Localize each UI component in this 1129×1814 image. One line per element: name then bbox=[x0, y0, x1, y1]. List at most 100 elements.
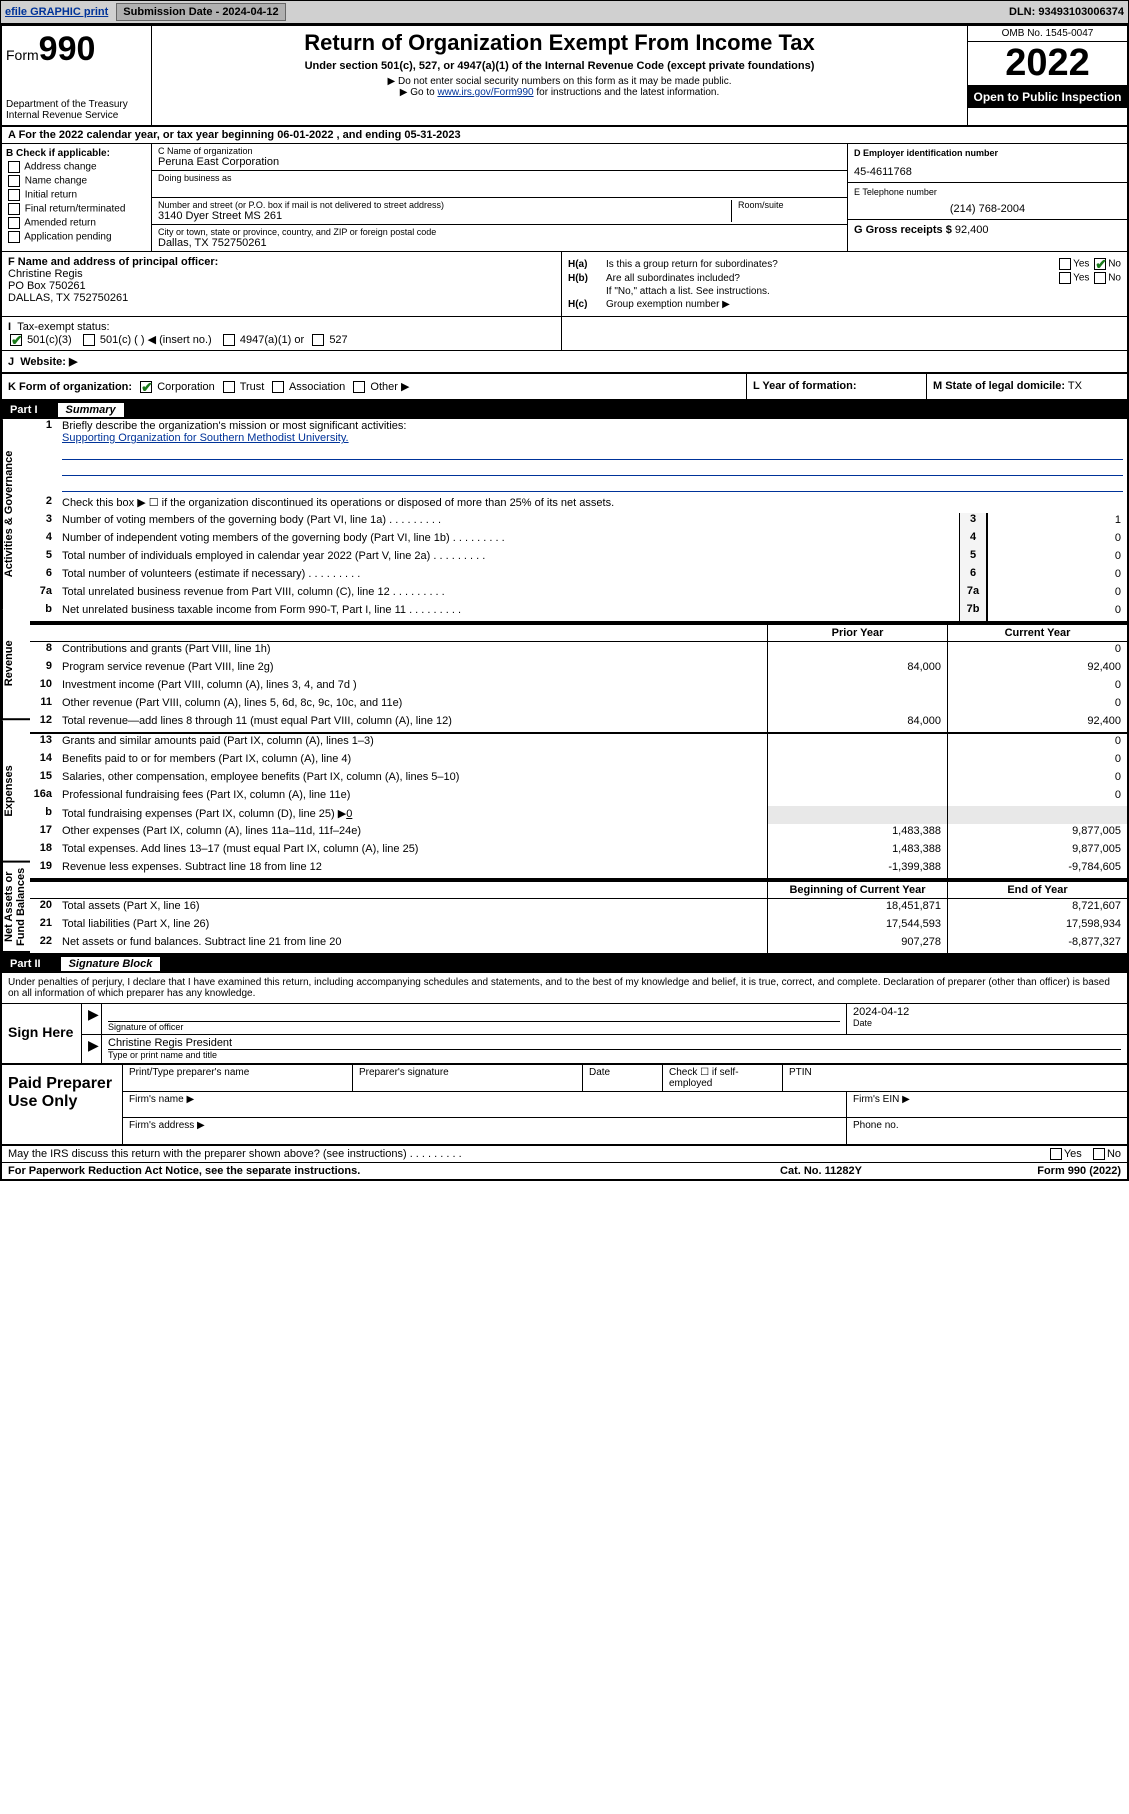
part1-num: Part I bbox=[10, 404, 38, 416]
chk-lbl-2: Name change bbox=[25, 176, 87, 187]
open-inspection: Open to Public Inspection bbox=[968, 86, 1127, 108]
l-lbl: L Year of formation: bbox=[753, 380, 857, 392]
l4-amt: 0 bbox=[987, 531, 1127, 549]
l18-text: Total expenses. Add lines 13–17 (must eq… bbox=[58, 842, 767, 860]
paid-preparer-block: Paid Preparer Use Only Print/Type prepar… bbox=[2, 1065, 1127, 1146]
prep-right: Print/Type preparer's name Preparer's si… bbox=[122, 1065, 1127, 1144]
hb-no[interactable] bbox=[1094, 272, 1106, 284]
l15c: 0 bbox=[947, 770, 1127, 788]
yes3: Yes bbox=[1064, 1148, 1082, 1160]
l3-text: Number of voting members of the governin… bbox=[58, 513, 959, 531]
discuss-yn: Yes No bbox=[1048, 1148, 1121, 1160]
ha-yes[interactable] bbox=[1059, 258, 1071, 270]
line-20: 20Total assets (Part X, line 16)18,451,8… bbox=[30, 899, 1127, 917]
efile-link[interactable]: efile GRAPHIC print bbox=[5, 6, 108, 18]
prep-h3: Date bbox=[583, 1065, 663, 1091]
ha-no[interactable] bbox=[1094, 258, 1106, 270]
sect-revenue: 8Contributions and grants (Part VIII, li… bbox=[30, 642, 1127, 734]
l9-text: Program service revenue (Part VIII, line… bbox=[58, 660, 767, 678]
sig-row-1: ▶ Signature of officer 2024-04-12 Date bbox=[82, 1004, 1127, 1035]
l16ap bbox=[767, 788, 947, 806]
chk-corp[interactable] bbox=[140, 381, 152, 393]
l17c: 9,877,005 bbox=[947, 824, 1127, 842]
l12-text: Total revenue—add lines 8 through 11 (mu… bbox=[58, 714, 767, 732]
chk-address-change[interactable]: Address change bbox=[6, 161, 147, 173]
prep-row-3: Firm's address ▶ Phone no. bbox=[123, 1118, 1127, 1144]
form-number: Form990 bbox=[6, 30, 147, 69]
summary-body: Activities & Governance Revenue Expenses… bbox=[2, 419, 1127, 955]
chk-assoc[interactable] bbox=[272, 381, 284, 393]
chk-527[interactable] bbox=[312, 334, 324, 346]
form-ref: Form 990 (2022) bbox=[921, 1165, 1121, 1177]
chk-trust[interactable] bbox=[223, 381, 235, 393]
chk-501c3[interactable] bbox=[10, 334, 22, 346]
l14c: 0 bbox=[947, 752, 1127, 770]
chk-initial-return[interactable]: Initial return bbox=[6, 189, 147, 201]
firm-ein-lbl: Firm's EIN ▶ bbox=[847, 1092, 1127, 1117]
l7a-text: Total unrelated business revenue from Pa… bbox=[58, 585, 959, 603]
tax-year: 2022 bbox=[968, 42, 1127, 86]
sect-netassets: 20Total assets (Part X, line 16)18,451,8… bbox=[30, 899, 1127, 953]
hb-text: Are all subordinates included? bbox=[606, 273, 740, 284]
l12p: 84,000 bbox=[767, 714, 947, 732]
officer-addr1: PO Box 750261 bbox=[8, 280, 555, 292]
netassets-header: Beginning of Current Year End of Year bbox=[30, 880, 1127, 899]
chk-other[interactable] bbox=[353, 381, 365, 393]
prep-h2: Preparer's signature bbox=[353, 1065, 583, 1091]
chk-lbl-3: Initial return bbox=[25, 190, 77, 201]
chk-final-return[interactable]: Final return/terminated bbox=[6, 203, 147, 215]
phone-value: (214) 768-2004 bbox=[854, 203, 1121, 215]
h-c-row: H(c) Group exemption number ▶ bbox=[568, 299, 1121, 310]
chk-name-change[interactable]: Name change bbox=[6, 175, 147, 187]
discuss-yes[interactable] bbox=[1050, 1148, 1062, 1160]
l17p: 1,483,388 bbox=[767, 824, 947, 842]
chk-4947[interactable] bbox=[223, 334, 235, 346]
block-bcde: B Check if applicable: Address change Na… bbox=[2, 144, 1127, 252]
hb-note-row: If "No," attach a list. See instructions… bbox=[568, 286, 1121, 297]
line-21: 21Total liabilities (Part X, line 26)17,… bbox=[30, 917, 1127, 935]
summary-main: 1 Briefly describe the organization's mi… bbox=[30, 419, 1127, 953]
hdr-end: End of Year bbox=[947, 882, 1127, 898]
l11c: 0 bbox=[947, 696, 1127, 714]
no-lbl2: No bbox=[1108, 273, 1121, 284]
l13c: 0 bbox=[947, 734, 1127, 752]
chk-501c[interactable] bbox=[83, 334, 95, 346]
line-7a: 7aTotal unrelated business revenue from … bbox=[30, 585, 1127, 603]
d-lbl: D Employer identification number bbox=[854, 148, 1121, 158]
col-h: H(a) Is this a group return for subordin… bbox=[562, 252, 1127, 316]
line-1: 1 Briefly describe the organization's mi… bbox=[30, 419, 1127, 495]
chk-amended[interactable]: Amended return bbox=[6, 217, 147, 229]
prep-row-2: Firm's name ▶ Firm's EIN ▶ bbox=[123, 1092, 1127, 1118]
mission-link[interactable]: Supporting Organization for Southern Met… bbox=[62, 432, 349, 444]
l16b-gray2 bbox=[947, 806, 1127, 824]
part2-header: Part II Signature Block bbox=[2, 955, 1127, 973]
form-990: 990 bbox=[39, 30, 96, 68]
l13-text: Grants and similar amounts paid (Part IX… bbox=[58, 734, 767, 752]
irs-link[interactable]: www.irs.gov/Form990 bbox=[437, 87, 533, 98]
line-2: 2Check this box ▶ ☐ if the organization … bbox=[30, 495, 1127, 513]
l10c: 0 bbox=[947, 678, 1127, 696]
part1-title: Summary bbox=[58, 403, 124, 417]
hdr-prior: Prior Year bbox=[767, 625, 947, 641]
line-16b: bTotal fundraising expenses (Part IX, co… bbox=[30, 806, 1127, 824]
dln: DLN: 93493103006374 bbox=[1009, 6, 1124, 18]
l14-text: Benefits paid to or for members (Part IX… bbox=[58, 752, 767, 770]
discuss-no[interactable] bbox=[1093, 1148, 1105, 1160]
c-name-lbl: C Name of organization bbox=[158, 146, 841, 156]
i-o1: 501(c)(3) bbox=[27, 334, 72, 346]
chk-application-pending[interactable]: Application pending bbox=[6, 231, 147, 243]
prep-row-1: Print/Type preparer's name Preparer's si… bbox=[123, 1065, 1127, 1092]
mission-line-2 bbox=[62, 462, 1123, 476]
row-i: I Tax-exempt status: 501(c)(3) 501(c) ( … bbox=[2, 317, 1127, 351]
side-revenue: Revenue bbox=[2, 609, 30, 720]
footer-discuss: May the IRS discuss this return with the… bbox=[2, 1146, 1127, 1163]
sig-date-val: 2024-04-12 bbox=[853, 1006, 1121, 1018]
sig-officer-lbl: Signature of officer bbox=[108, 1022, 840, 1032]
form-title: Return of Organization Exempt From Incom… bbox=[160, 30, 959, 56]
revenue-header: Prior Year Current Year bbox=[30, 623, 1127, 642]
hb-yes[interactable] bbox=[1059, 272, 1071, 284]
prep-h1: Print/Type preparer's name bbox=[123, 1065, 353, 1091]
chk-lbl-1: Address change bbox=[24, 162, 96, 173]
yes-lbl: Yes bbox=[1073, 259, 1089, 270]
line-19: 19Revenue less expenses. Subtract line 1… bbox=[30, 860, 1127, 878]
